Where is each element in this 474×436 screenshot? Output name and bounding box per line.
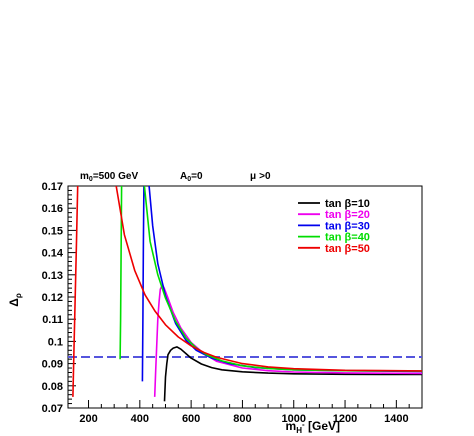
x-tick-label: 400 [131,413,149,425]
header-mu: μ >0 [250,171,271,182]
y-tick-label: 0.15 [42,225,63,237]
chart-header: m0=500 GeV A0=0 μ >0 [80,171,271,183]
y-tick-label: 0.08 [42,381,63,393]
x-tick-label: 1200 [333,413,357,425]
legend-label-5: tan β=50 [325,243,370,255]
axis-ticks [68,185,423,409]
x-axis-title: mH- [GeV] [286,419,340,435]
y-axis-title: Δρ [7,293,23,307]
legend-label-1: tan β=10 [325,198,370,210]
legend-label-2: tan β=20 [325,209,370,221]
y-tick-label: 0.12 [42,292,63,304]
series-line-5 [72,186,422,397]
series-line-2 [153,284,422,397]
y-tick-label: 0.14 [42,248,64,260]
header-m0: m0=500 GeV [80,171,138,183]
header-a0: A0=0 [180,171,203,183]
x-tick-label: 600 [182,413,200,425]
x-tick-label: 1000 [281,413,305,425]
y-tick-label: 0.09 [42,359,63,371]
tick-labels: 200 400 600 800 1000 1200 1400 0.07 0.08 0.09 0.1 0… [42,181,409,425]
series-line-1 [163,346,422,402]
y-tick-label: 0.1 [48,336,63,348]
y-tick-label: 0.07 [42,403,63,415]
x-tick-label: 200 [79,413,97,425]
y-tick-label: 0.13 [42,270,63,282]
legend-label-4: tan β=40 [325,232,370,244]
y-tick-label: 0.16 [42,203,63,215]
legend-label-3: tan β=30 [325,220,370,232]
series-curves [68,186,422,402]
y-tick-label: 0.11 [42,314,63,326]
x-tick-label: 1400 [384,413,408,425]
y-tick-label: 0.17 [42,181,63,193]
series-line-4 [119,186,422,372]
x-tick-label: 800 [233,413,251,425]
